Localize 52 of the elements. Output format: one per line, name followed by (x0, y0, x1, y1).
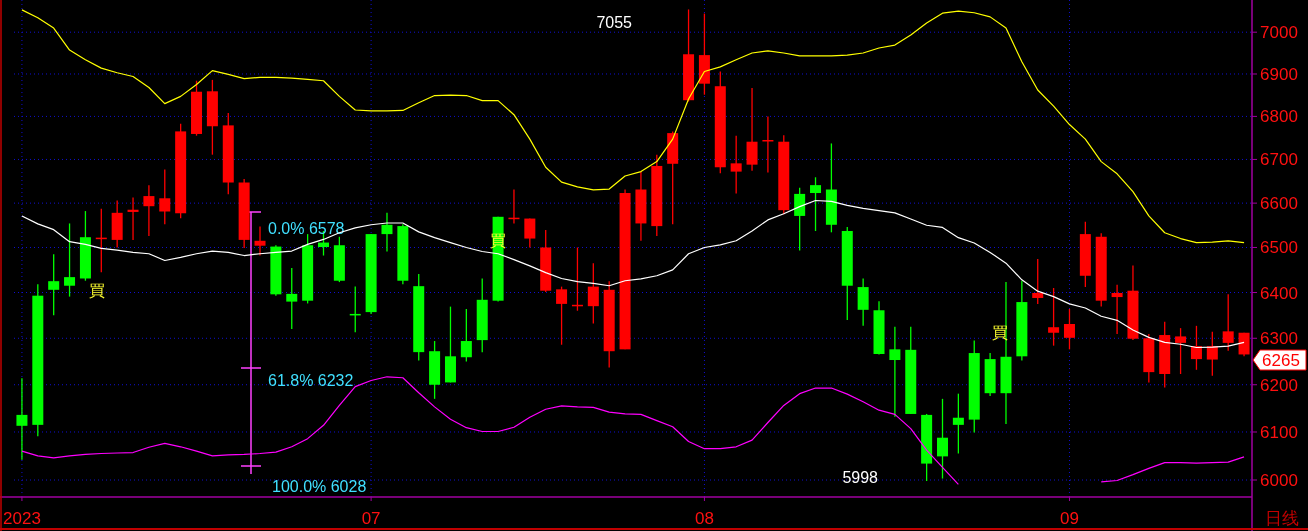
y-tick-label: 6400 (1260, 283, 1298, 303)
y-tick-label: 6600 (1260, 194, 1298, 214)
y-tick-label: 6500 (1260, 238, 1298, 258)
candlestick (16, 377, 28, 461)
candlestick (143, 184, 155, 237)
candlestick (1175, 327, 1187, 375)
candlestick (460, 308, 472, 363)
y-tick-label: 6000 (1260, 471, 1298, 490)
candlestick (746, 87, 758, 172)
candlestick (1111, 284, 1123, 335)
candlestick (587, 262, 599, 325)
y-tick-label: 6900 (1260, 64, 1298, 84)
candlestick (810, 176, 822, 232)
candlestick (1048, 287, 1060, 347)
candlestick (524, 217, 536, 249)
candlestick (1063, 308, 1075, 351)
candlestick (794, 187, 806, 252)
candlestick (730, 135, 742, 195)
annotation: 5998 (842, 469, 879, 486)
y-tick-label: 7000 (1260, 23, 1298, 43)
candlestick (937, 398, 948, 480)
candlestick (1222, 293, 1234, 352)
candlestick (48, 253, 60, 316)
candlestick (159, 168, 171, 225)
text: 6265 (1262, 351, 1300, 370)
candlestick (127, 196, 139, 241)
text: 日线 (1265, 508, 1299, 528)
x-tick-label: 08 (694, 509, 714, 528)
candlestick (64, 222, 76, 298)
candlestick (1206, 331, 1218, 377)
candlestick (889, 326, 901, 418)
annotation: 7055 (596, 14, 633, 31)
candlestick (254, 225, 266, 257)
y-tick-label: 6100 (1260, 422, 1298, 442)
x-tick-label: 07 (361, 509, 381, 528)
x-tick-label: 2023 (3, 509, 41, 528)
y-tick-label: 6800 (1260, 107, 1298, 127)
annotation: 買 (89, 281, 105, 300)
candlestick (286, 267, 298, 330)
candlestick (1190, 325, 1202, 371)
y-tick-label: 6200 (1260, 375, 1298, 395)
candlestick (857, 277, 869, 327)
annotation: 100.0% 6028 (272, 478, 367, 495)
candlestick (1032, 258, 1044, 305)
candlestick (952, 393, 964, 455)
x-tick-label: 09 (1060, 509, 1079, 528)
annotation: 61.8% 6232 (268, 372, 354, 389)
annotation: 0.0% 6578 (268, 220, 345, 237)
candlestick (381, 212, 393, 253)
y-tick-label: 6700 (1260, 150, 1298, 170)
y-tick-label: 6300 (1260, 329, 1298, 349)
candlestick (556, 285, 568, 346)
